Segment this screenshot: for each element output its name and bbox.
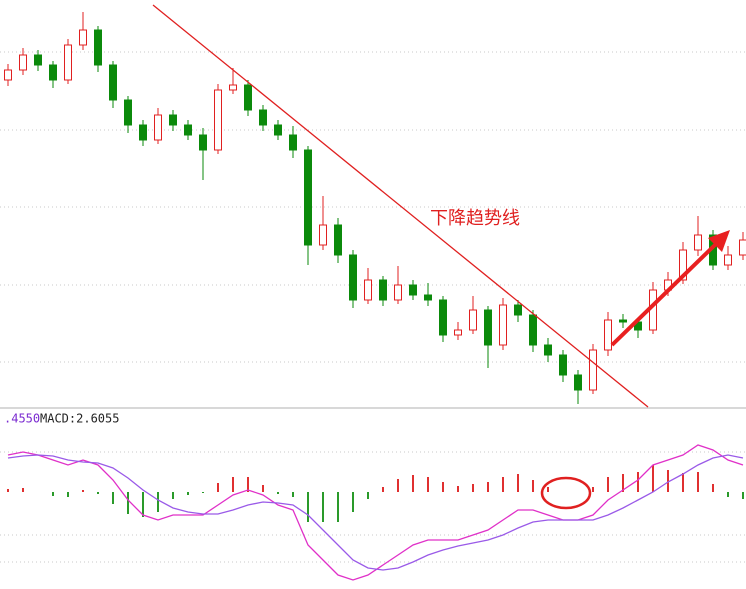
candle-body — [619, 319, 627, 323]
candle-body — [109, 64, 117, 101]
candle-body — [139, 124, 147, 141]
candle-body — [499, 304, 507, 346]
candle-body — [289, 134, 297, 151]
macd-label: .4550 — [4, 412, 40, 426]
candle-body — [94, 29, 102, 66]
candle-body — [559, 354, 567, 376]
candle-body — [124, 99, 132, 126]
candle-body — [184, 124, 192, 136]
candle-body — [589, 349, 597, 391]
candle-body — [19, 54, 27, 71]
trend-annotation: 下降趋势线 — [430, 208, 520, 229]
candle-body — [34, 54, 42, 66]
highlight-circle — [540, 476, 592, 510]
candle-body — [574, 374, 582, 391]
price-pane — [4, 12, 746, 404]
candle-body — [79, 29, 87, 46]
candle-body — [259, 109, 267, 126]
candle-body — [679, 249, 687, 281]
candle-body — [274, 124, 282, 136]
candle-body — [604, 319, 612, 351]
candle-body — [334, 224, 342, 256]
candle-body — [169, 114, 177, 126]
candle-body — [424, 294, 432, 301]
candle-body — [199, 134, 207, 151]
candle-body — [304, 149, 312, 246]
candle-body — [394, 284, 402, 301]
candle-body — [409, 284, 417, 296]
candle-body — [154, 114, 162, 141]
candle-body — [319, 224, 327, 246]
trend-line — [152, 4, 649, 408]
candle-body — [379, 279, 387, 301]
candle-body — [484, 309, 492, 346]
candle-body — [229, 84, 237, 91]
candle-body — [739, 239, 746, 256]
candle-body — [244, 84, 252, 111]
macd-pane — [7, 444, 744, 581]
candle-body — [64, 44, 72, 81]
candle-body — [454, 329, 462, 336]
candle-body — [529, 314, 537, 346]
candle-body — [214, 89, 222, 151]
candle-body — [724, 254, 732, 266]
candle-body — [4, 69, 12, 81]
candle-body — [469, 309, 477, 331]
candle-body — [349, 254, 357, 301]
macd-label: MACD:2.6055 — [40, 412, 119, 426]
candle-body — [514, 304, 522, 316]
candle-body — [364, 279, 372, 301]
up-arrow-shaft — [610, 240, 720, 347]
candle-body — [439, 299, 447, 336]
macd-line — [7, 444, 744, 581]
macd-line — [7, 454, 744, 571]
up-arrow-head — [708, 230, 730, 252]
candle-body — [694, 234, 702, 251]
candle-body — [49, 64, 57, 81]
candle-body — [544, 344, 552, 356]
